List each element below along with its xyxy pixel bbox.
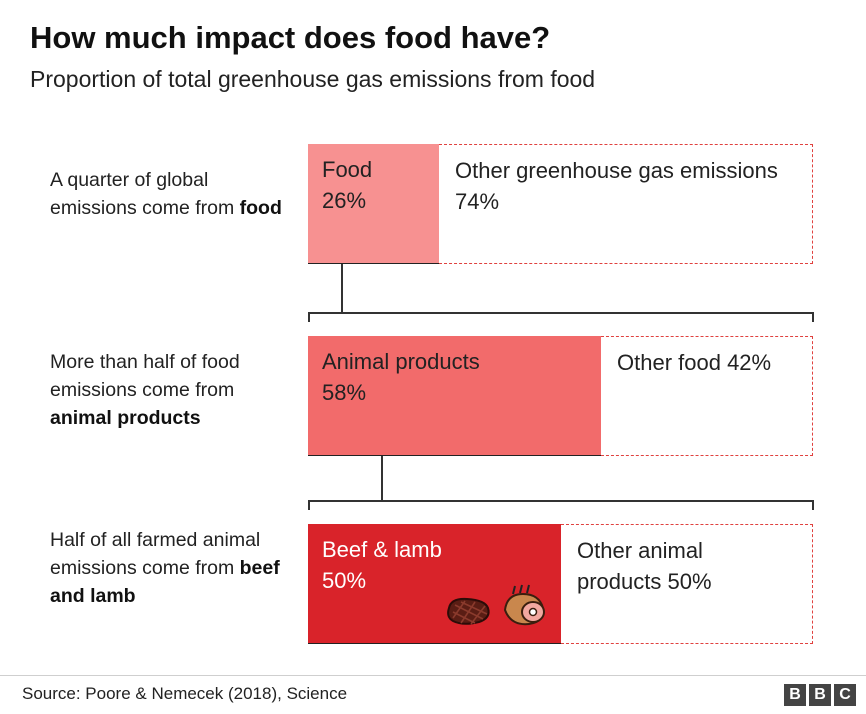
chart-subtitle: Proportion of total greenhouse gas emiss… [30,66,596,92]
bar-category-label: Beef & lamb [322,537,442,562]
row-description-text: More than half of food emissions come fr… [50,351,240,401]
bar-value-label: 58% [322,380,367,405]
bar-segment-primary: Animal products 58% [308,336,601,456]
row-description-emphasis: animal products [50,407,201,429]
row-description: More than half of food emissions come fr… [50,348,300,432]
bar-value-label: 26% [322,188,367,213]
ham-icon [499,582,549,633]
source-note: Source: Poore & Nemecek (2018), Science [22,684,348,703]
bar-segment-primary: Food 26% [308,144,439,264]
bar-label: Beef & lamb 50% [322,534,442,596]
bar-segment-other: Other greenhouse gas emissions 74% [439,144,813,264]
bracket-tick [308,500,310,510]
bar-segment-primary: Beef & lamb 50% [308,524,561,644]
bbc-logo-block: B [809,684,831,706]
bbc-logo-block: B [784,684,806,706]
bbc-logo: B B C [784,684,856,706]
connector-line [341,264,343,312]
row-description-text: Half of all farmed animal emissions come… [50,529,261,579]
bar-label: Animal products 58% [322,346,480,408]
bar-other-label: Other food 42% [617,350,772,375]
bar-segment-other: Other food 42% [601,336,813,456]
bracket-tick [812,500,814,510]
bracket-line [308,500,813,502]
bar-label: Food 26% [322,154,372,216]
footer-divider [0,675,866,676]
chart-title: How much impact does food have? [30,20,551,55]
bracket-tick [812,312,814,322]
bar-value-label: 50% [322,568,367,593]
row-description: Half of all farmed animal emissions come… [50,526,300,610]
bracket-line [308,312,813,314]
row-description-text: A quarter of global emissions come from [50,169,240,219]
bracket-tick [308,312,310,322]
bar-category-label: Food [322,157,373,182]
bbc-logo-block: C [834,684,856,706]
row-description-emphasis: food [239,197,282,219]
bar-category-label: Animal products [322,349,480,374]
connector-line [381,456,383,500]
bar-other-label: Other animal products 50% [577,538,712,594]
steak-icon [443,594,493,633]
bar-segment-other: Other animal products 50% [561,524,813,644]
row-description-emphasis: beef and lamb [50,557,280,607]
bar-other-label: Other greenhouse gas emissions 74% [455,158,778,214]
row-description: A quarter of global emissions come from … [50,166,300,222]
food-icons [437,582,549,633]
